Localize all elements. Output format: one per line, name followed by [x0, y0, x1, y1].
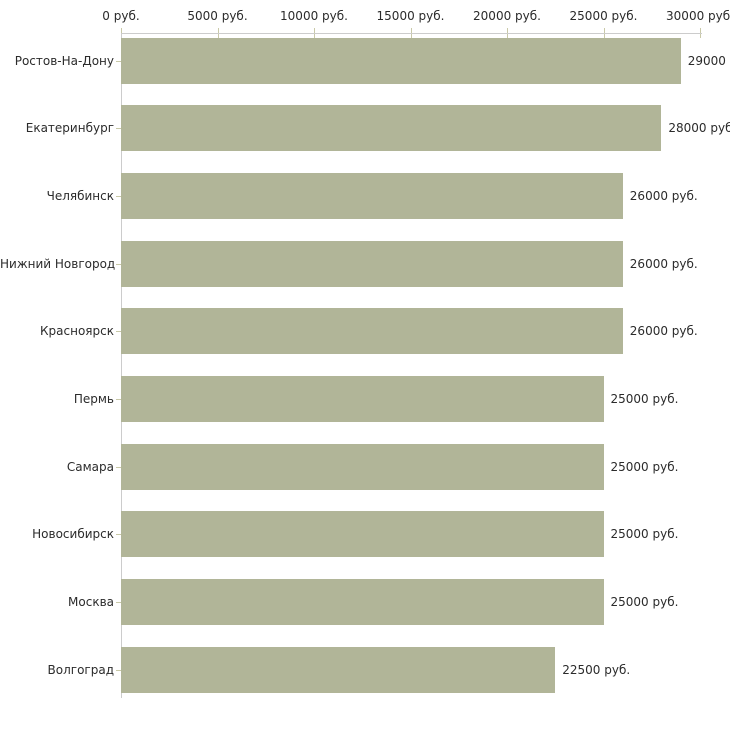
category-label: Москва: [68, 595, 114, 610]
category-tick-mark: [116, 466, 121, 468]
value-label: 25000 руб.: [610, 595, 679, 610]
y-axis-line: [121, 33, 122, 698]
category-tick-mark: [116, 602, 121, 604]
bar-5: [121, 308, 623, 355]
bar-9: [121, 579, 604, 626]
value-label: 29000 руб.: [687, 53, 730, 68]
category-label: Красноярск: [40, 324, 114, 339]
category-tick-mark: [116, 60, 121, 62]
value-label: 22500 руб.: [562, 662, 631, 677]
category-label: Самара: [66, 459, 114, 474]
bar-3: [121, 172, 623, 219]
bar-10: [121, 646, 556, 693]
value-label: 26000 руб.: [629, 188, 698, 203]
x-tick-label: 10000 руб.: [280, 9, 348, 23]
x-axis-line: [121, 33, 702, 34]
category-tick-mark: [116, 331, 121, 333]
category-label: Волгоград: [47, 662, 114, 677]
category-tick-mark: [116, 263, 121, 265]
category-label: Пермь: [73, 392, 114, 406]
value-label: 25000 руб.: [610, 392, 679, 406]
value-label: 25000 руб.: [610, 527, 679, 542]
x-tick-label: 0 руб.: [102, 9, 140, 23]
bar-1: [121, 37, 681, 84]
category-label: Новосибирск: [32, 527, 114, 542]
x-tick-label: 30000 руб.: [666, 9, 730, 23]
category-label: Челябинск: [46, 188, 114, 203]
value-label: 26000 руб.: [629, 324, 698, 339]
x-tick-label: 5000 руб.: [187, 9, 248, 23]
x-tick-label: 20000 руб.: [473, 9, 541, 23]
bar-4: [121, 240, 623, 287]
x-tick-label: 15000 руб.: [376, 9, 445, 23]
bar-2: [121, 105, 662, 152]
x-tick-label: 25000 руб.: [569, 9, 638, 23]
bar-7: [121, 443, 604, 490]
category-tick-mark: [116, 534, 121, 536]
category-tick-mark: [116, 128, 121, 130]
bar-8: [121, 511, 604, 558]
value-label: 28000 руб.: [668, 121, 730, 136]
category-tick-mark: [116, 669, 121, 671]
category-label: Ростов-На-Дону: [14, 53, 114, 68]
category-tick-mark: [116, 399, 121, 400]
value-label: 26000 руб.: [629, 256, 698, 271]
category-label: Нижний Новгород: [0, 256, 116, 271]
value-label: 25000 руб.: [610, 459, 679, 474]
bar-6: [121, 376, 604, 422]
category-label: Екатеринбург: [25, 121, 114, 136]
category-tick-mark: [116, 195, 121, 197]
